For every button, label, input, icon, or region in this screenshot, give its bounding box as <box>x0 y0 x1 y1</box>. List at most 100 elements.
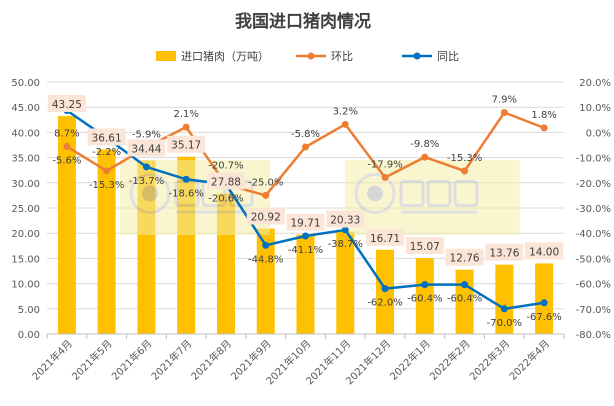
bar-label: 20.33 <box>330 215 360 227</box>
yoy-label: -13.7% <box>129 176 164 187</box>
left-axis-tick: 50.00 <box>11 78 40 89</box>
legend-label-mom: 环比 <box>331 50 353 63</box>
left-axis-tick: 40.00 <box>11 128 40 139</box>
legend-swatch-bar <box>156 51 176 61</box>
mom-point <box>302 143 309 151</box>
yoy-label: -70.0% <box>487 318 522 329</box>
bar <box>336 231 355 334</box>
bar <box>415 258 434 334</box>
yoy-label: -41.1% <box>288 245 323 256</box>
watermark-logo <box>120 160 270 235</box>
right-axis-tick: -70.0% <box>576 305 611 316</box>
mom-label: 7.9% <box>492 94 517 105</box>
mom-point <box>262 191 270 199</box>
yoy-point <box>262 241 270 249</box>
bar-label-bg <box>286 213 325 231</box>
right-axis-tick: 0.0% <box>586 128 611 139</box>
mom-label: -15.3% <box>89 180 124 191</box>
bar-label: 43.25 <box>52 99 82 111</box>
left-axis-tick: 35.00 <box>11 154 40 165</box>
bar <box>535 263 554 334</box>
left-axis-tick: 15.00 <box>11 254 40 265</box>
bar <box>97 149 116 334</box>
yoy-label: -18.6% <box>168 188 203 199</box>
yoy-point <box>302 232 309 240</box>
bar <box>296 234 315 334</box>
bar-label-bg <box>206 172 245 190</box>
bar <box>495 264 514 334</box>
left-axis-tick: 30.00 <box>11 179 40 190</box>
bar-label-bg <box>445 248 484 266</box>
x-axis-tick: 2022年1月 <box>387 337 433 383</box>
left-axis-tick: 20.00 <box>11 229 40 240</box>
mom-point <box>540 124 548 132</box>
yoy-point <box>182 175 190 183</box>
legend-marker-yoy <box>413 52 421 60</box>
legend-marker-mom <box>307 52 315 60</box>
bar-label: 27.88 <box>211 176 241 188</box>
bar-label: 36.61 <box>92 132 122 144</box>
mom-label: -17.9% <box>367 160 402 171</box>
yoy-point <box>540 299 548 307</box>
bar-label-bg <box>405 237 444 255</box>
left-axis-tick: 25.00 <box>11 204 40 215</box>
yoy-point <box>341 226 349 234</box>
left-axis-tick: 0.00 <box>18 330 40 341</box>
bar-label: 34.44 <box>131 143 161 155</box>
x-axis-tick: 2022年4月 <box>506 337 552 383</box>
right-axis-tick: -40.0% <box>576 229 611 240</box>
x-axis-tick: 2022年2月 <box>427 337 473 383</box>
bar <box>256 228 275 334</box>
right-axis-tick: -50.0% <box>576 254 611 265</box>
bar-label: 12.76 <box>450 253 480 265</box>
yoy-label: 8.7% <box>54 128 79 139</box>
mom-label: -5.8% <box>291 129 320 140</box>
mom-point <box>341 120 349 128</box>
left-axis-tick: 10.00 <box>11 280 40 291</box>
mom-point <box>182 123 190 131</box>
mom-point <box>461 167 469 175</box>
bar-label-bg <box>326 210 365 228</box>
mom-point <box>421 153 429 161</box>
bar-label: 20.92 <box>251 212 281 224</box>
x-axis-tick: 2021年4月 <box>29 337 75 383</box>
legend-label-bar: 进口猪肉（万吨） <box>181 50 269 63</box>
mom-label: -5.6% <box>52 156 81 167</box>
left-axis-tick: 45.00 <box>11 103 40 114</box>
mom-point <box>103 167 111 175</box>
yoy-label: -62.0% <box>367 298 402 309</box>
mom-label: 1.8% <box>531 110 556 121</box>
mom-label: -9.8% <box>410 139 439 150</box>
x-axis-tick: 2021年5月 <box>69 337 115 383</box>
mom-label: -15.3% <box>447 153 482 164</box>
mom-label: 2.1% <box>173 109 198 120</box>
right-axis-tick: 20.0% <box>579 78 611 89</box>
yoy-point <box>500 305 508 313</box>
bar-label: 16.71 <box>370 233 400 245</box>
yoy-label: -20.6% <box>208 193 243 204</box>
bar <box>57 116 76 335</box>
yoy-label: -38.7% <box>328 239 363 250</box>
legend: 进口猪肉（万吨） 环比 同比 <box>156 50 459 63</box>
bar-label: 15.07 <box>410 241 440 253</box>
yoy-label: -60.4% <box>447 294 482 305</box>
mom-label: -5.9% <box>132 129 161 140</box>
x-axis-tick: 2021年8月 <box>188 337 234 383</box>
right-axis-tick: -80.0% <box>576 330 611 341</box>
yoy-label: -67.6% <box>526 312 561 323</box>
bar-label: 14.00 <box>529 246 559 258</box>
bar-label-bg <box>47 95 86 113</box>
yoy-label: -44.8% <box>248 254 283 265</box>
yoy-label: -60.4% <box>407 294 442 305</box>
yoy-point <box>142 163 150 171</box>
legend-label-yoy: 同比 <box>437 50 459 63</box>
mom-label: 3.2% <box>333 106 358 117</box>
mom-label: -25.0% <box>248 177 283 188</box>
bar-label: 19.71 <box>290 218 320 230</box>
bar-label-bg <box>246 207 285 225</box>
x-axis-tick: 2021年6月 <box>109 337 155 383</box>
mom-point <box>63 143 71 151</box>
bar-label-bg <box>87 128 126 146</box>
bar-label: 13.76 <box>489 248 519 260</box>
